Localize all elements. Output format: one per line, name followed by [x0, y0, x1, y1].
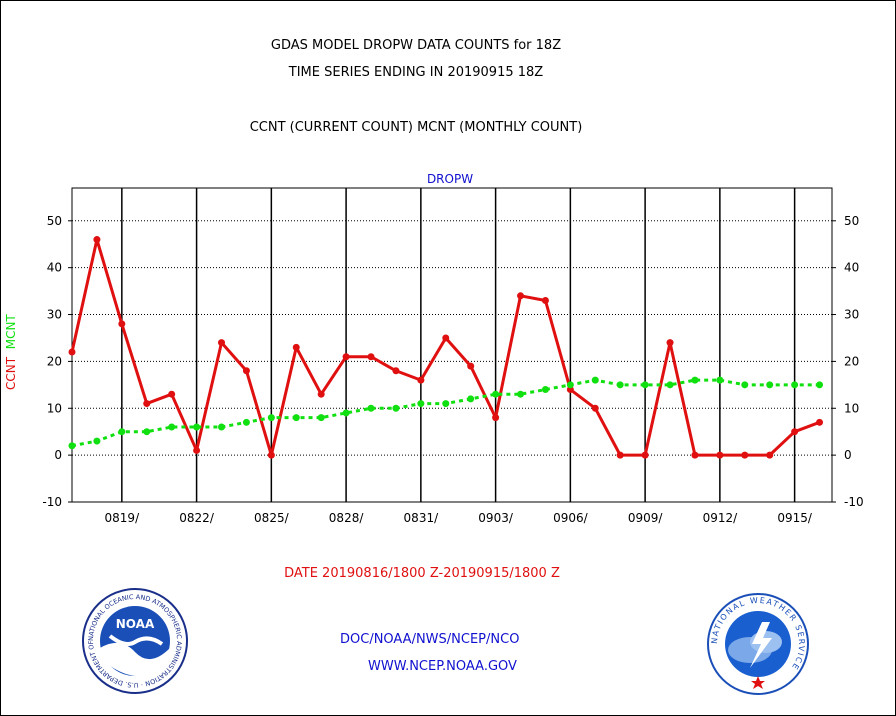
noaa-logo-text: NOAA: [116, 617, 155, 631]
date-range: DATE 20190816/1800 Z-20190915/1800 Z: [284, 566, 560, 581]
plot-title: DROPW: [426, 172, 474, 186]
y-axis-label-ccnt: CCNT: [4, 356, 18, 390]
chart-subtitle: CCNT (CURRENT COUNT) MCNT (MONTHLY COUNT…: [249, 120, 583, 135]
url-text: WWW.NCEP.NOAA.GOV: [368, 659, 517, 674]
chart-title-line2: TIME SERIES ENDING IN 20190915 18Z: [288, 65, 544, 80]
chart-title-line1: GDAS MODEL DROPW DATA COUNTS for 18Z: [270, 38, 562, 53]
y-axis-label-mcnt: MCNT: [4, 314, 18, 350]
noaa-logo-icon: NATIONAL OCEANIC AND ATMOSPHERIC ADMINIS…: [80, 586, 188, 694]
y-axis-label: CCNT MCNT: [4, 314, 18, 390]
org-text: DOC/NOAA/NWS/NCEP/NCO: [340, 632, 520, 647]
nws-logo-icon: NATIONAL WEATHER SERVICE: [707, 593, 809, 695]
